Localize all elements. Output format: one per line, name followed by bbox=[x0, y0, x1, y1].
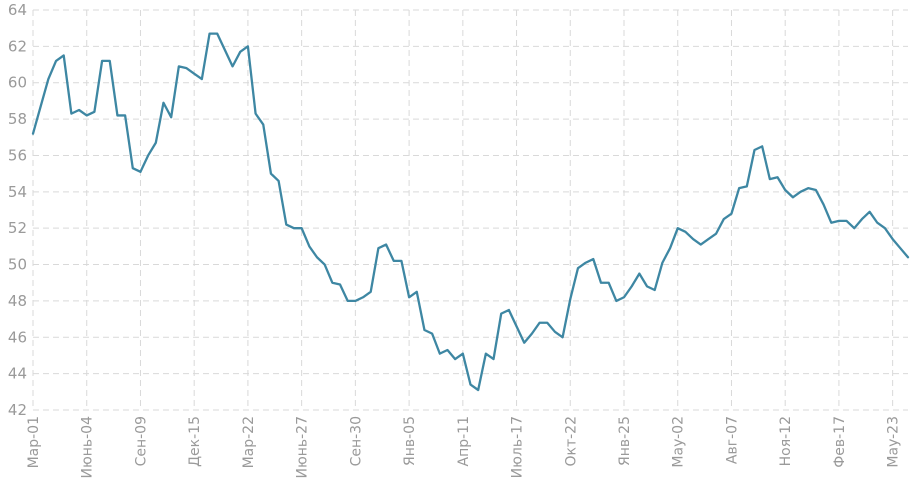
y-tick-label: 42 bbox=[8, 401, 27, 419]
y-tick-label: 50 bbox=[8, 256, 27, 274]
x-tick-label: Окт-22 bbox=[563, 416, 579, 467]
x-tick-label: Дек-15 bbox=[187, 416, 203, 467]
x-tick-label: May-02 bbox=[671, 416, 687, 468]
x-tick-label: May-23 bbox=[886, 416, 902, 468]
x-gridlines bbox=[32, 10, 894, 410]
x-tick-label: Фев-17 bbox=[832, 416, 848, 468]
y-tick-label: 64 bbox=[8, 1, 27, 19]
x-tick-label: Апр-11 bbox=[456, 416, 472, 466]
series-line bbox=[31, 32, 910, 392]
x-tick-label: Ноя-12 bbox=[778, 416, 794, 466]
x-tick-label: Янв-25 bbox=[617, 416, 633, 466]
x-tick-label: Сен-09 bbox=[133, 416, 149, 466]
x-tick-label: Июнь-27 bbox=[295, 416, 311, 479]
series-group bbox=[31, 32, 910, 392]
x-tick-label: Июнь-04 bbox=[80, 416, 96, 479]
x-tick-label: Мар-22 bbox=[241, 416, 257, 468]
y-tick-label: 60 bbox=[8, 74, 27, 92]
x-axis-ticks: Мар-01 Июнь-04 Сен-09 Дек-15 Мар-22 Июнь-27 Се… bbox=[26, 416, 902, 479]
y-tick-label: 54 bbox=[8, 183, 27, 201]
y-tick-label: 52 bbox=[8, 219, 27, 237]
y-tick-label: 48 bbox=[8, 292, 27, 310]
x-tick-label: Июль-17 bbox=[510, 416, 526, 478]
y-axis-ticks: 42 44 46 48 50 52 54 56 58 60 62 64 bbox=[8, 1, 27, 419]
x-tick-label: Сен-30 bbox=[348, 416, 364, 466]
y-tick-label: 62 bbox=[8, 37, 27, 55]
x-tick-label: Мар-01 bbox=[26, 416, 42, 468]
y-tick-label: 46 bbox=[8, 328, 27, 346]
y-tick-label: 44 bbox=[8, 365, 27, 383]
y-tick-label: 58 bbox=[8, 110, 27, 128]
x-tick-label: Янв-05 bbox=[402, 416, 418, 466]
y-tick-label: 56 bbox=[8, 146, 27, 164]
x-tick-label: Авг-07 bbox=[724, 416, 740, 464]
y-gridlines bbox=[33, 9, 908, 411]
